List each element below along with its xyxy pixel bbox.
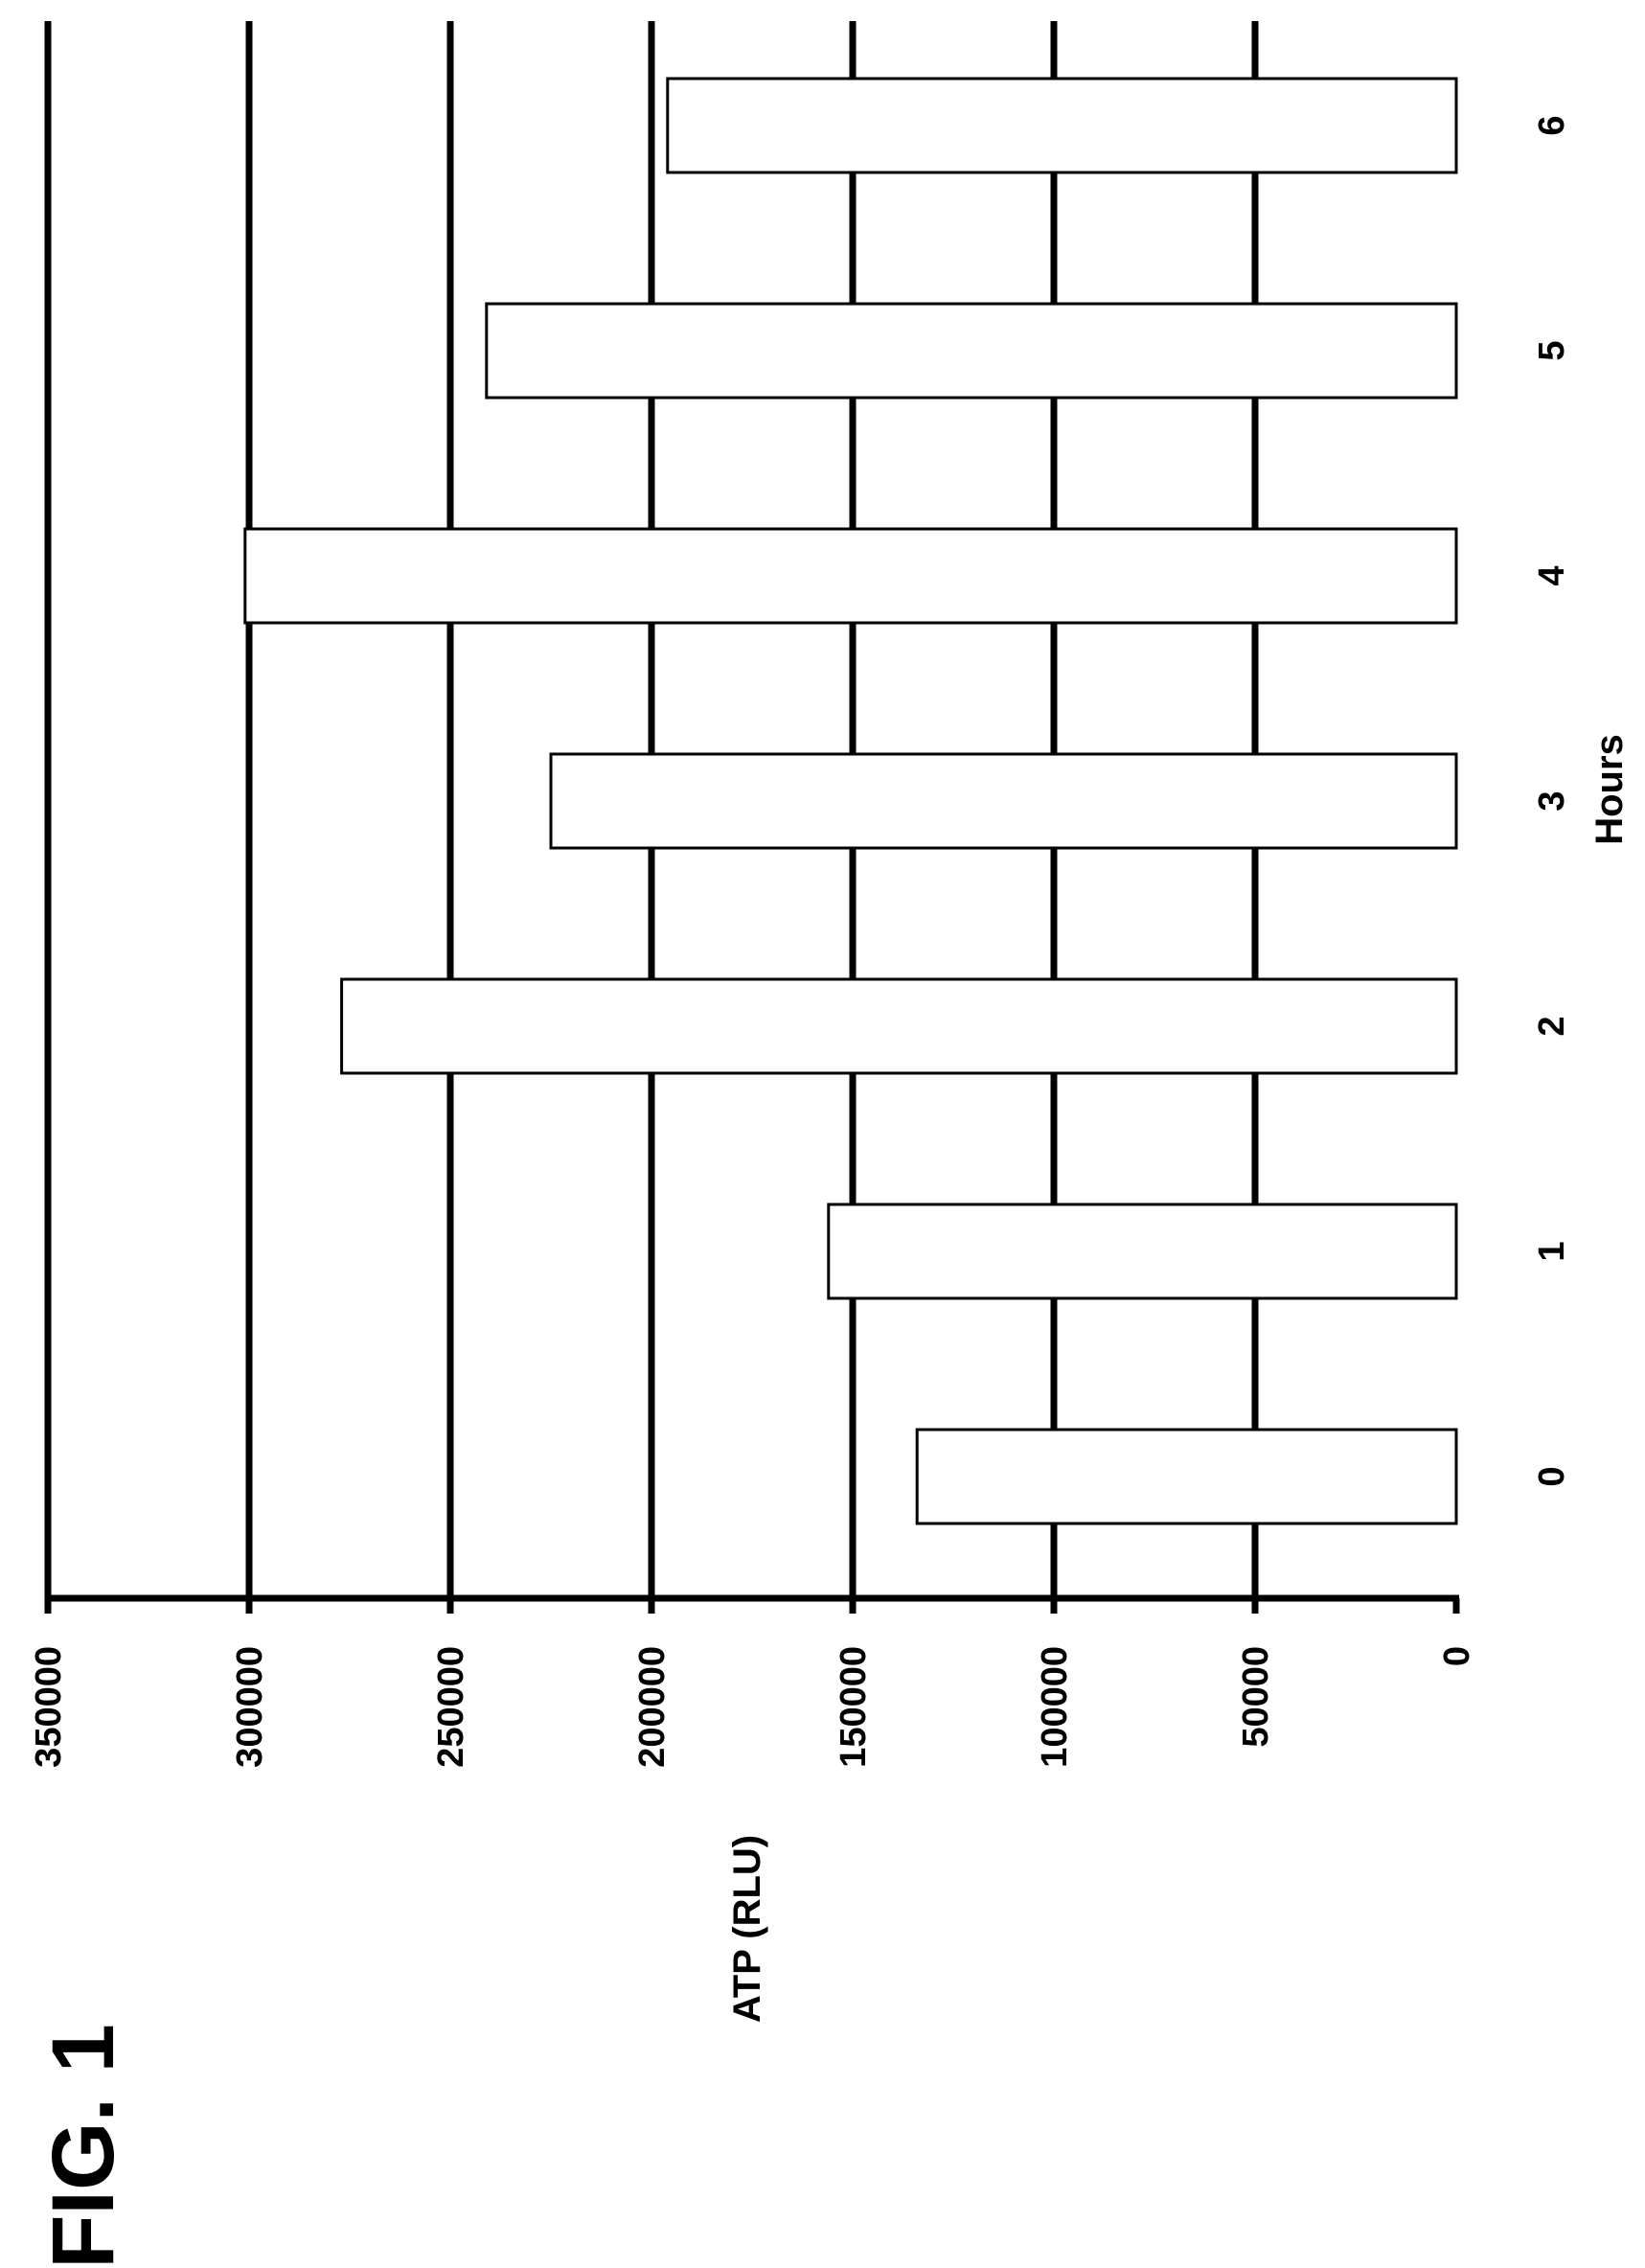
bar-hour-5 [485, 302, 1458, 400]
category-tick-label: 5 [1532, 340, 1572, 360]
value-tick-label: 0 [1437, 1646, 1477, 1666]
category-tick-label: 2 [1532, 1016, 1572, 1036]
bar-hour-2 [340, 977, 1458, 1075]
category-axis-title: Hours [1588, 734, 1631, 845]
bar-chart: 0500001000001500002000002500003000003500… [29, 21, 1572, 1768]
category-tick-label: 6 [1532, 115, 1572, 135]
category-tick-label: 0 [1532, 1466, 1572, 1486]
bar-hour-1 [827, 1203, 1458, 1300]
value-tick-label: 300000 [230, 1646, 270, 1768]
bar-hour-6 [666, 77, 1458, 174]
category-tick-labels: 0 1 2 3 4 5 6 [1532, 115, 1572, 1486]
category-tick-label: 1 [1532, 1241, 1572, 1261]
value-tick-label: 350000 [29, 1646, 69, 1768]
bar-hour-4 [243, 527, 1458, 625]
bar-hour-0 [915, 1428, 1458, 1525]
value-tick-label: 50000 [1236, 1646, 1276, 1748]
value-tick-label: 100000 [1035, 1646, 1075, 1768]
value-tick-label: 200000 [632, 1646, 673, 1768]
figure-label: FIG. 1 [34, 2024, 132, 2268]
value-axis [44, 1594, 1460, 1614]
value-axis-title: ATP (RLU) [726, 1835, 768, 2023]
bar-hour-3 [549, 752, 1458, 850]
bars [243, 77, 1458, 1525]
value-tick-label: 250000 [431, 1646, 471, 1768]
value-tick-label: 150000 [834, 1646, 874, 1768]
category-tick-label: 3 [1532, 790, 1572, 811]
category-tick-label: 4 [1532, 565, 1572, 585]
value-tick-labels: 0 50000 100000 150000 200000 250000 300000 3500… [29, 1646, 1477, 1768]
